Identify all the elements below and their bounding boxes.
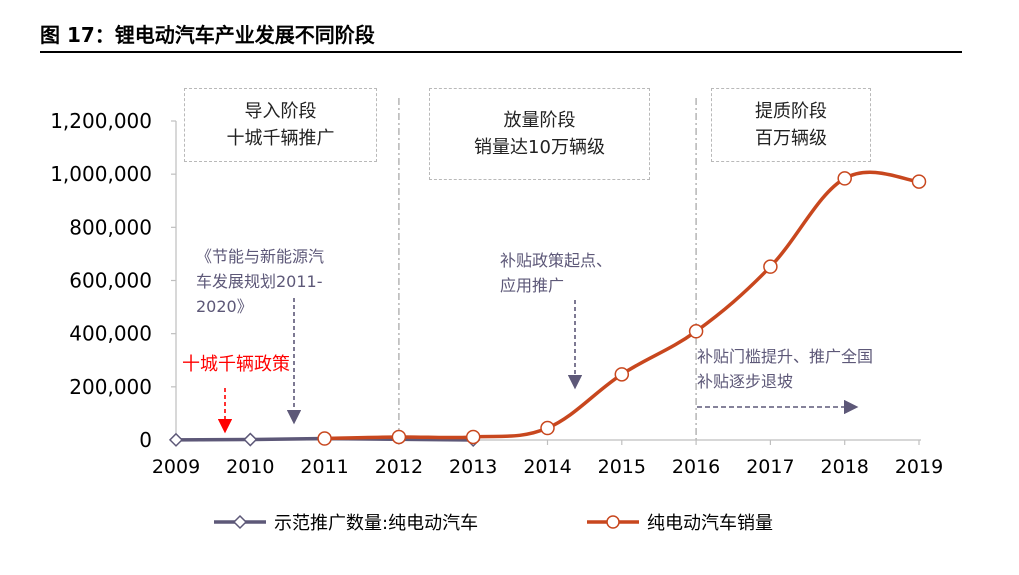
phase-box-growth: 放量阶段 销量达10万辆级	[429, 88, 650, 180]
series-sales-point	[317, 431, 332, 446]
annotation-subsidy-start-line1: 补贴政策起点、	[500, 251, 613, 270]
legend-label-demo: 示范推广数量:纯电动汽车	[274, 513, 479, 534]
x-tick-label: 2016	[672, 456, 720, 478]
annotation-plan-line1: 《节能与新能源汽	[196, 247, 325, 266]
series-sales-point	[465, 429, 481, 445]
phase-box-intro: 导入阶段 十城千辆推广	[184, 88, 377, 162]
x-tick-label: 2009	[152, 456, 200, 478]
figure-title: 图 17：锂电动汽车产业发展不同阶段	[40, 23, 375, 47]
x-tick-label: 2013	[449, 456, 497, 478]
x-tick-label: 2018	[821, 456, 869, 478]
x-tick-label: 2014	[523, 456, 571, 478]
x-tick-label: 2012	[375, 456, 423, 478]
y-tick-label: 0	[139, 428, 152, 452]
series-demo-point	[243, 432, 258, 447]
series-sales-point	[391, 429, 407, 445]
x-tick-label: 2015	[598, 456, 646, 478]
title-rule	[40, 51, 962, 53]
phase-quality-name: 提质阶段	[755, 101, 827, 122]
annotation-policy-red: 十城千辆政策	[182, 354, 290, 375]
phase-intro-name: 导入阶段	[244, 101, 317, 122]
annotation-plan: 《节能与新能源汽 车发展规划2011- 2020》	[196, 245, 324, 319]
y-tick-label: 1,200,000	[50, 109, 152, 133]
annotation-subsidy-raise-line2: 补贴逐步退坡	[697, 371, 794, 391]
annotation-plan-line2: 车发展规划2011-	[196, 271, 323, 291]
phase-intro-desc: 十城千辆推广	[226, 128, 335, 149]
series-demo-point	[168, 432, 184, 447]
phase-growth-name: 放量阶段	[503, 110, 576, 131]
annotation-subsidy-raise-line1: 补贴门槛提升、推广全国	[697, 347, 874, 366]
phase-box-quality: 提质阶段 百万辆级	[711, 88, 871, 162]
legend-item-sales: 纯电动汽车销量	[585, 509, 773, 535]
x-tick-label: 2010	[226, 456, 274, 478]
series-sales-point	[688, 324, 704, 339]
series-sales-point	[763, 259, 778, 274]
annotation-subsidy-start-line2: 应用推广	[500, 275, 565, 295]
y-tick-label: 600,000	[69, 269, 152, 293]
series-sales-line	[324, 170, 920, 441]
series-sales-point	[837, 171, 852, 186]
legend-swatch-sales	[587, 515, 639, 529]
phase-quality-desc: 百万辆级	[755, 128, 827, 149]
x-tick-label: 2019	[895, 456, 943, 478]
x-tick-label: 2011	[300, 456, 348, 478]
legend-label-sales: 纯电动汽车销量	[647, 513, 773, 534]
legend-item-demo: 示范推广数量:纯电动汽车	[212, 509, 478, 535]
legend-swatch-demo	[214, 514, 266, 530]
annotation-plan-line3: 2020》	[196, 296, 253, 316]
x-tick-label: 2017	[746, 456, 794, 478]
y-tick-label: 800,000	[69, 215, 152, 239]
series-sales-point	[911, 174, 927, 189]
y-tick-label: 1,000,000	[50, 162, 152, 186]
y-tick-label: 400,000	[69, 322, 152, 346]
series-sales-point	[614, 367, 630, 382]
phase-growth-desc: 销量达10万辆级	[474, 137, 605, 158]
annotation-subsidy-start: 补贴政策起点、 应用推广	[500, 249, 612, 299]
y-tick-label: 200,000	[69, 375, 152, 399]
annotation-subsidy-raise: 补贴门槛提升、推广全国 补贴逐步退坡	[697, 345, 873, 395]
series-sales-point	[540, 420, 555, 436]
